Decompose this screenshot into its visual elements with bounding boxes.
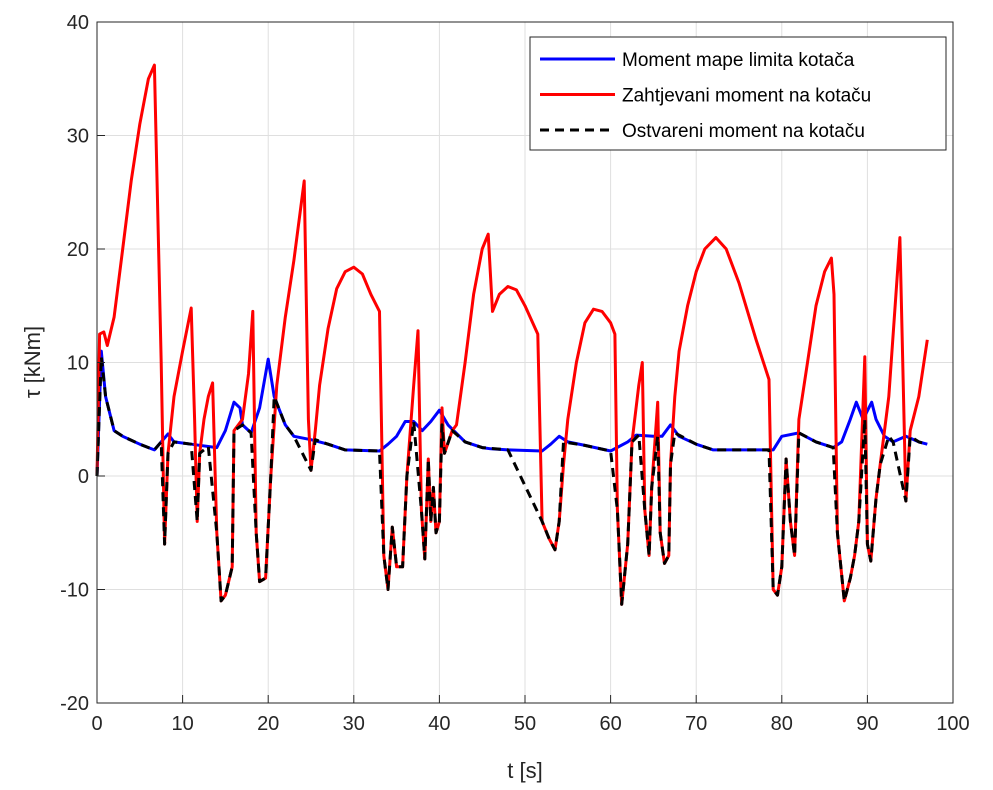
y-tick-label: 10 [67,353,89,375]
legend-label: Ostvareni moment na kotaču [622,121,865,142]
plot-area [95,63,929,606]
x-tick-label: 90 [856,713,878,735]
x-tick-label: 50 [514,713,536,735]
y-axis-label: τ [kNm] [20,326,45,398]
legend-label: Zahtjevani moment na kotaču [622,86,871,107]
x-tick-label: 100 [936,713,969,735]
y-tick-label: 20 [67,239,89,261]
x-tick-label: 20 [257,713,279,735]
axes-frame [96,21,954,704]
x-tick-label: 30 [343,713,365,735]
x-tick-label: 40 [428,713,450,735]
x-axis-label: t [s] [507,758,542,783]
x-tick-label: 60 [599,713,621,735]
x-tick-label: 70 [685,713,707,735]
y-tick-label: -20 [60,693,89,715]
x-tick-label: 10 [171,713,193,735]
series-line [95,355,928,606]
y-tick-label: 0 [78,466,89,488]
y-tick-label: -10 [60,580,89,602]
x-tick-label: 80 [771,713,793,735]
y-tick-label: 30 [67,126,89,148]
x-tick-label: 0 [91,713,102,735]
y-tick-label: 40 [67,12,89,34]
legend-label: Moment mape limita kotača [622,50,855,71]
legend: Moment mape limita kotača Zahtjevani mome… [529,36,947,151]
axes: 0 10 20 30 40 50 60 70 80 90 100 -20 -10 0 10 20 30 40 [60,12,970,735]
